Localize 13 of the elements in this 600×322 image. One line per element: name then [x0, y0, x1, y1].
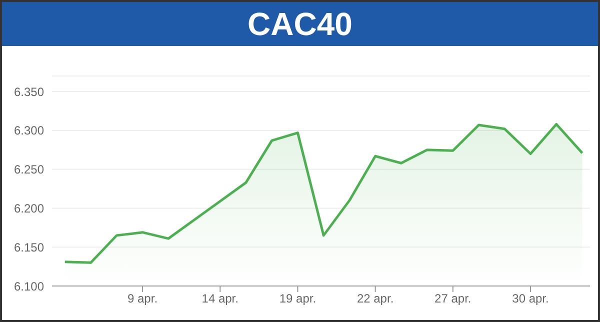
chart-title: CAC40 — [2, 2, 598, 46]
y-tick-label: 6.300 — [14, 124, 44, 138]
y-tick-label: 6.200 — [14, 201, 44, 216]
y-tick-label: 6.150 — [14, 240, 44, 254]
x-tick-label: 22 apr. — [356, 292, 394, 306]
x-tick-label: 19 apr. — [279, 292, 316, 306]
x-tick-label: 9 apr. — [128, 292, 158, 306]
x-tick-label: 14 apr. — [202, 292, 238, 306]
y-tick-label: 6.250 — [14, 162, 44, 177]
x-tick-label: 30 apr. — [512, 292, 549, 306]
y-tick-label: 6.350 — [14, 84, 44, 99]
y-tick-label: 6.100 — [14, 279, 44, 294]
x-tick-label: 27 apr. — [434, 292, 472, 306]
